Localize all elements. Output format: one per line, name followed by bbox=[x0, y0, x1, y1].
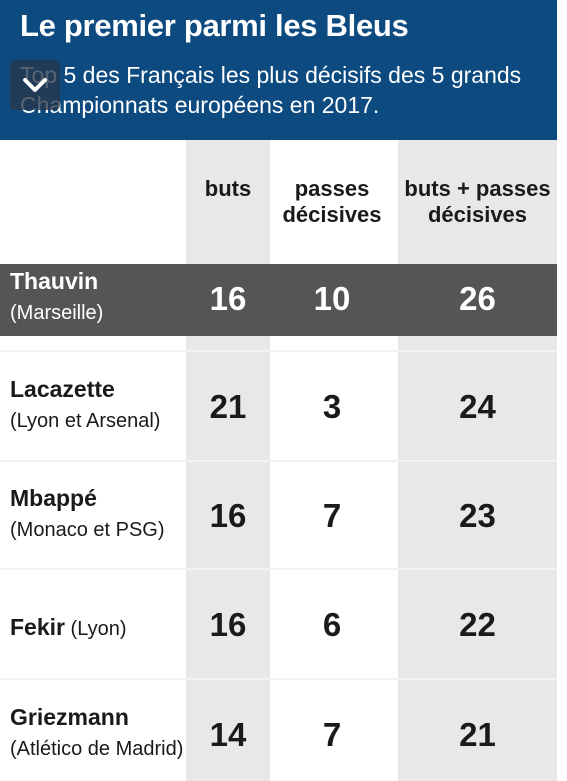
cell-total: 26 bbox=[459, 280, 496, 317]
chevron-down-icon bbox=[23, 78, 47, 92]
row-separator bbox=[0, 460, 557, 462]
cell-total: 22 bbox=[459, 606, 496, 643]
player-name: Fekir (Lyon) bbox=[10, 614, 127, 641]
page-subtitle: Top 5 des Français les plus décisifs des… bbox=[20, 62, 522, 118]
cell-buts: 14 bbox=[209, 716, 247, 753]
stats-table: buts passes décisives buts + passes déci… bbox=[0, 140, 557, 781]
cell-passes: 3 bbox=[322, 388, 342, 425]
cell-passes: 10 bbox=[313, 280, 351, 317]
player-club: (Atlético de Madrid) bbox=[10, 738, 184, 760]
player-name: Griezmann bbox=[10, 704, 129, 730]
column-header-buts: buts bbox=[204, 176, 252, 201]
cell-passes: 7 bbox=[322, 497, 342, 534]
player-club: (Marseille) bbox=[10, 302, 104, 324]
page-title: Le premier parmi les Bleus bbox=[20, 8, 409, 43]
player-name: Lacazette bbox=[10, 376, 115, 402]
row-separator bbox=[0, 678, 557, 680]
table-row: Thauvin (Marseille) 16 10 26 bbox=[0, 264, 557, 336]
collapse-button[interactable] bbox=[10, 60, 60, 110]
cell-buts: 16 bbox=[209, 280, 247, 317]
cell-total: 24 bbox=[459, 388, 496, 425]
player-name-text: Fekir bbox=[10, 614, 65, 640]
table-row: Fekir (Lyon) 16 6 22 bbox=[0, 590, 557, 662]
player-club: (Lyon et Arsenal) bbox=[10, 410, 161, 432]
player-name: Thauvin bbox=[10, 268, 99, 294]
row-separator bbox=[0, 350, 557, 352]
cell-buts: 16 bbox=[209, 606, 247, 643]
cell-passes: 6 bbox=[322, 606, 342, 643]
cell-buts: 16 bbox=[209, 497, 247, 534]
cell-total: 23 bbox=[459, 497, 496, 534]
row-separator bbox=[0, 568, 557, 570]
column-header-passes: passes décisives bbox=[282, 176, 382, 227]
table-row: Mbappé (Monaco et PSG) 16 7 23 bbox=[0, 481, 557, 553]
player-club: (Monaco et PSG) bbox=[10, 519, 165, 541]
table-row: Lacazette (Lyon et Arsenal) 21 3 24 bbox=[0, 372, 557, 444]
table-row: Griezmann (Atlético de Madrid) 14 7 21 bbox=[0, 700, 557, 772]
cell-passes: 7 bbox=[322, 716, 342, 753]
player-name: Mbappé bbox=[10, 485, 97, 511]
column-header-total: buts + passes décisives bbox=[404, 176, 551, 227]
player-club: (Lyon) bbox=[64, 618, 127, 640]
header-banner: Le premier parmi les Bleus Top 5 des Fra… bbox=[0, 0, 557, 140]
cell-total: 21 bbox=[459, 716, 496, 753]
cell-buts: 21 bbox=[209, 388, 247, 425]
